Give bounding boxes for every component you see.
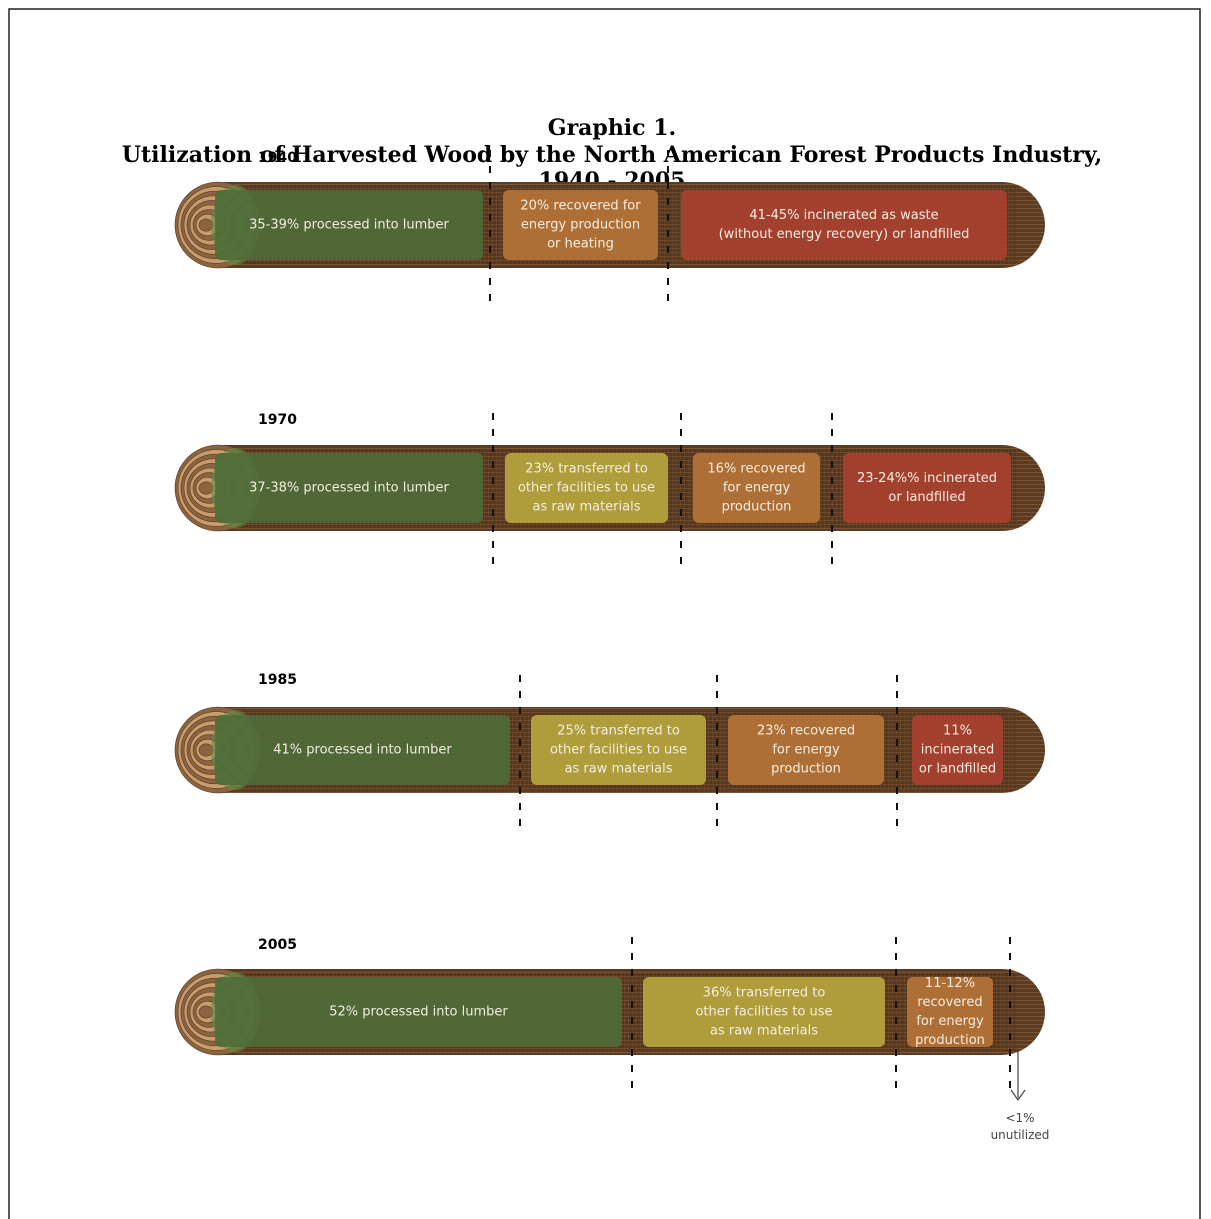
segment-label: 41% processed into lumber [273, 743, 452, 758]
segment-label: incinerated [921, 743, 995, 758]
segment-label: as raw materials [710, 1024, 818, 1039]
segment-label: production [722, 500, 792, 515]
log-ring [198, 218, 214, 232]
segment-label: 35-39% processed into lumber [249, 218, 449, 233]
segment-label: production [915, 1033, 985, 1048]
segment-box [693, 453, 820, 523]
segment-label: or landfilled [919, 762, 996, 777]
segment-box [503, 190, 658, 260]
footnote: unutilized [991, 1128, 1050, 1142]
segment-box [505, 453, 668, 523]
segment-label: 52% processed into lumber [329, 1005, 508, 1020]
segment-label: other facilities to use [550, 743, 687, 758]
segment-label: other facilities to use [695, 1005, 832, 1020]
segment-label: other facilities to use [518, 481, 655, 496]
segment-box [215, 715, 510, 785]
segment-label: 23% recovered [757, 724, 855, 739]
segment-label: 16% recovered [707, 462, 805, 477]
segment-box [912, 715, 1003, 785]
segment-box [531, 715, 706, 785]
year-label: 2005 [258, 937, 297, 953]
segment-box [215, 977, 622, 1047]
segment-box [681, 190, 1007, 260]
year-label: 1970 [258, 412, 297, 428]
year-label: 1940 [258, 150, 297, 166]
title-line: Graphic 1. [548, 115, 676, 141]
segment-box [643, 977, 885, 1047]
arrow-head [1010, 1089, 1026, 1102]
segment-label: 37-38% processed into lumber [249, 481, 449, 496]
segment-label: as raw materials [565, 762, 673, 777]
segment-label: production [771, 762, 841, 777]
segment-box [843, 453, 1011, 523]
year-label: 1985 [258, 672, 297, 688]
log-ring [198, 1005, 214, 1019]
segment-box [215, 190, 483, 260]
footnote: <1% [1005, 1111, 1034, 1125]
segment-label: (without energy recovery) or landfilled [719, 227, 970, 242]
segment-label: recovered [917, 995, 982, 1010]
segment-label: or landfilled [888, 490, 965, 505]
segment-label: 41-45% incinerated as waste [749, 208, 938, 223]
segment-label: for energy [723, 481, 791, 496]
segment-label: or heating [547, 237, 614, 252]
segment-box [215, 453, 483, 523]
segment-label: for energy [916, 1014, 984, 1029]
segment-label: 25% transferred to [557, 724, 680, 739]
title-line: Utilization of Harvested Wood by the Nor… [122, 142, 1102, 168]
segment-label: for energy [772, 743, 840, 758]
segment-box [907, 977, 993, 1047]
segment-box [728, 715, 884, 785]
segment-label: 36% transferred to [703, 986, 826, 1001]
segment-label: 20% recovered for [520, 199, 641, 214]
segment-label: energy production [521, 218, 640, 233]
log-ring [198, 481, 214, 495]
frame [8, 8, 1201, 1219]
segment-label: 11% [943, 724, 972, 739]
log-ring [198, 743, 214, 757]
segment-label: 23-24%% incinerated [857, 471, 997, 486]
segment-label: 23% transferred to [525, 462, 648, 477]
segment-label: 11-12% [925, 976, 975, 991]
segment-label: as raw materials [533, 500, 641, 515]
